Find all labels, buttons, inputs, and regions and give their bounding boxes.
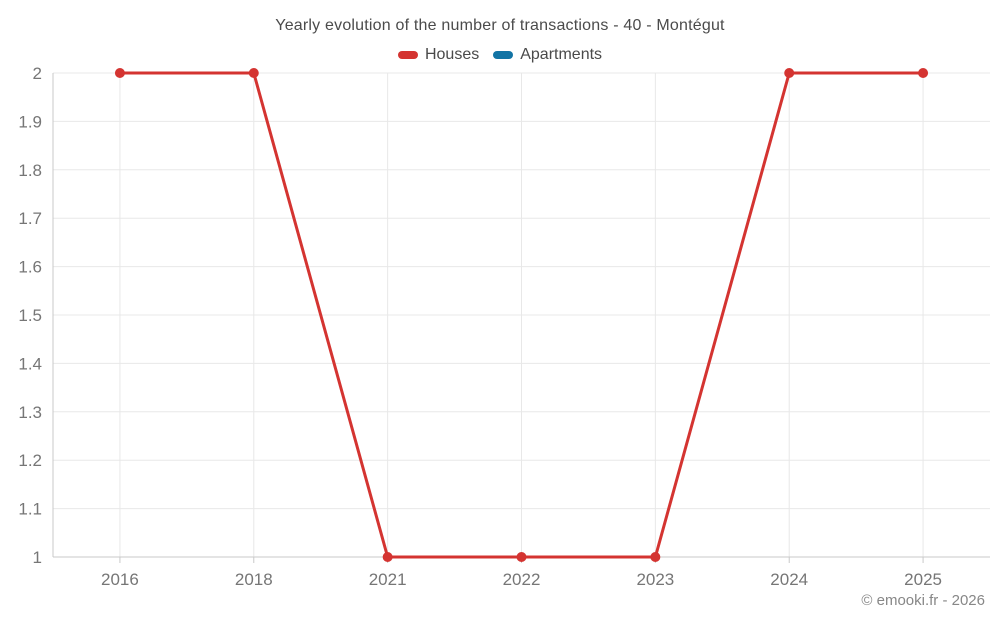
houses-point-2021[interactable] — [382, 552, 393, 562]
houses-legend-label: Houses — [424, 46, 480, 63]
y-tick-label: 1.8 — [18, 161, 42, 180]
houses-point-2018[interactable] — [248, 68, 259, 78]
houses-point-2022[interactable] — [516, 552, 527, 562]
y-tick-label: 1.1 — [18, 500, 42, 519]
houses-point-2016[interactable] — [114, 68, 125, 78]
y-tick-label: 2 — [33, 64, 42, 83]
x-tick-label: 2021 — [369, 570, 407, 589]
x-tick-label: 2016 — [101, 570, 139, 589]
y-tick-label: 1.2 — [18, 451, 42, 470]
houses-point-2025[interactable] — [918, 68, 929, 78]
chart-title: Yearly evolution of the number of transa… — [275, 17, 725, 34]
apartments-legend-label: Apartments — [520, 46, 603, 63]
legend-item-houses[interactable]: Houses — [397, 46, 480, 64]
y-tick-label: 1 — [33, 548, 42, 567]
apartments-legend-swatch-icon — [493, 51, 514, 59]
legend-item-apartments[interactable]: Apartments — [493, 46, 602, 64]
y-tick-label: 1.6 — [18, 258, 42, 277]
y-tick-label: 1.7 — [18, 209, 42, 228]
houses-legend-swatch-icon — [397, 51, 418, 59]
y-tick-label: 1.3 — [18, 403, 42, 422]
y-tick-label: 1.5 — [18, 306, 42, 325]
x-tick-label: 2022 — [503, 570, 541, 589]
x-tick-label: 2018 — [235, 570, 273, 589]
copyright-text: © emooki.fr - 2026 — [861, 592, 985, 609]
chart-legend: Houses Apartments — [0, 46, 1000, 64]
houses-point-2024[interactable] — [784, 68, 795, 78]
houses-point-2023[interactable] — [650, 552, 661, 562]
y-tick-label: 1.9 — [18, 112, 42, 131]
x-tick-label: 2023 — [636, 570, 674, 589]
y-tick-label: 1.4 — [18, 354, 42, 373]
x-tick-label: 2025 — [904, 570, 942, 589]
x-tick-label: 2024 — [770, 570, 808, 589]
